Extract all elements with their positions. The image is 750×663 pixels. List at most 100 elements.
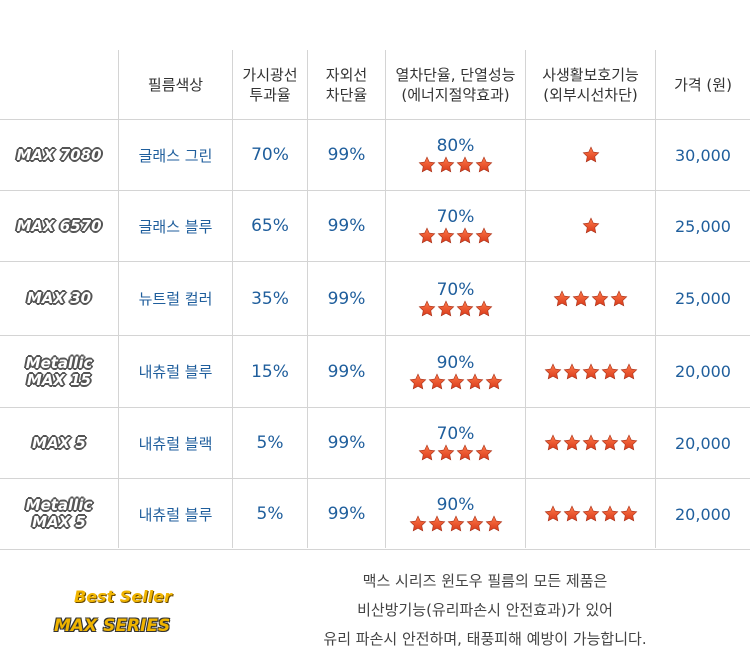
visible-transmission: 35% — [251, 288, 289, 309]
star-icon — [437, 444, 455, 462]
star-icon — [610, 289, 628, 308]
star-icon — [418, 444, 436, 462]
grid-line — [0, 549, 750, 550]
film-color: 내츄럴 블루 — [138, 505, 213, 524]
header-label: 사생활보호기능 — [542, 66, 639, 84]
star-icon — [466, 515, 484, 533]
uv-block-rate: 99% — [327, 288, 366, 309]
star-icon — [447, 515, 465, 533]
visible-transmission: 5% — [256, 433, 284, 453]
model-name: MAX 30 — [0, 262, 118, 335]
model-name-line: Metallic — [25, 496, 93, 514]
uv-block-rate: 99% — [327, 216, 366, 236]
grid-line — [0, 119, 750, 120]
star-icon — [456, 299, 474, 318]
uv-block-rate: 99% — [327, 504, 366, 524]
header-label: (에너지절약효과) — [401, 86, 510, 104]
star-rating — [582, 146, 600, 164]
uv-block-rate: 99% — [327, 433, 366, 453]
star-icon — [582, 146, 600, 164]
star-icon — [418, 156, 436, 174]
header-label: 가시광선 — [242, 66, 298, 84]
heat-block-rate: 70% — [386, 262, 525, 335]
star-icon — [456, 156, 474, 174]
header-label: (외부시선차단) — [543, 86, 638, 104]
star-rating — [418, 299, 493, 318]
model-name-line: MAX 30 — [26, 289, 92, 307]
price: 25,000 — [675, 216, 731, 236]
star-rating — [544, 362, 638, 381]
star-icon — [601, 505, 619, 523]
header-label: 차단율 — [325, 86, 368, 104]
star-rating — [418, 227, 493, 245]
grid-line — [0, 407, 750, 408]
grid-line — [232, 50, 233, 548]
privacy-rating — [526, 120, 655, 190]
price: 20,000 — [675, 362, 731, 381]
star-icon — [475, 156, 493, 174]
privacy-rating — [526, 408, 655, 478]
star-rating — [409, 372, 503, 391]
star-icon — [428, 515, 446, 533]
film-color: 뉴트럴 컬러 — [138, 290, 213, 308]
star-icon — [553, 289, 571, 308]
star-icon — [563, 434, 581, 452]
star-icon — [601, 434, 619, 452]
star-icon — [418, 227, 436, 245]
heat-percent: 70% — [436, 207, 475, 227]
star-icon — [447, 372, 465, 391]
header-label: 열차단율, 단열성능 — [395, 66, 516, 84]
star-icon — [582, 217, 600, 235]
model-name: MAX 5 — [0, 408, 118, 478]
grid-line — [385, 50, 386, 548]
grid-line — [0, 335, 750, 336]
grid-line — [0, 190, 750, 191]
price: 20,000 — [675, 504, 731, 524]
best-seller-logo: Best Seller — [74, 587, 172, 606]
grid-line — [0, 261, 750, 262]
star-icon — [437, 227, 455, 245]
header-label: 가격 (원) — [674, 76, 732, 94]
film-color: 글래스 그린 — [138, 146, 213, 165]
film-color: 내츄럴 블루 — [138, 363, 213, 381]
star-icon — [456, 444, 474, 462]
privacy-rating — [526, 479, 655, 549]
star-icon — [418, 299, 436, 318]
uv-block-rate: 99% — [327, 145, 366, 165]
star-icon — [582, 505, 600, 523]
heat-block-rate: 80% — [386, 120, 525, 190]
heat-percent: 80% — [436, 136, 475, 156]
model-name: MAX 7080 — [0, 120, 118, 190]
star-icon — [485, 372, 503, 391]
star-icon — [572, 289, 590, 308]
star-icon — [428, 372, 446, 391]
star-rating — [418, 156, 493, 174]
star-rating — [544, 434, 638, 452]
uv-block-rate: 99% — [327, 361, 366, 382]
privacy-rating — [526, 262, 655, 335]
star-icon — [582, 434, 600, 452]
star-icon — [544, 362, 562, 381]
heat-block-rate: 70% — [386, 191, 525, 261]
star-rating — [409, 515, 503, 533]
footer-text-line: 맥스 시리즈 윈도우 필름의 모든 제품은 — [362, 572, 608, 590]
model-name-line: MAX 7080 — [16, 145, 102, 164]
header-label: 자외선 — [325, 66, 368, 84]
max-series-logo: MAX SERIES — [54, 616, 171, 636]
heat-block-rate: 90% — [386, 479, 525, 549]
header-label: 투과율 — [249, 86, 291, 104]
header-film-color: 필름색상 — [119, 52, 232, 118]
heat-block-rate: 70% — [386, 408, 525, 478]
grid-line — [0, 478, 750, 479]
star-rating — [418, 444, 493, 462]
star-icon — [437, 156, 455, 174]
header-privacy: 사생활보호기능 (외부시선차단) — [526, 52, 655, 118]
price: 30,000 — [675, 145, 731, 165]
header-heat: 열차단율, 단열성능 (에너지절약효과) — [386, 52, 525, 118]
model-name-line: MAX 5 — [32, 513, 86, 531]
heat-percent: 70% — [436, 279, 475, 300]
star-rating — [582, 217, 600, 235]
model-name-line: MAX 5 — [32, 433, 86, 452]
visible-transmission: 5% — [256, 504, 284, 524]
grid-line — [525, 50, 526, 548]
